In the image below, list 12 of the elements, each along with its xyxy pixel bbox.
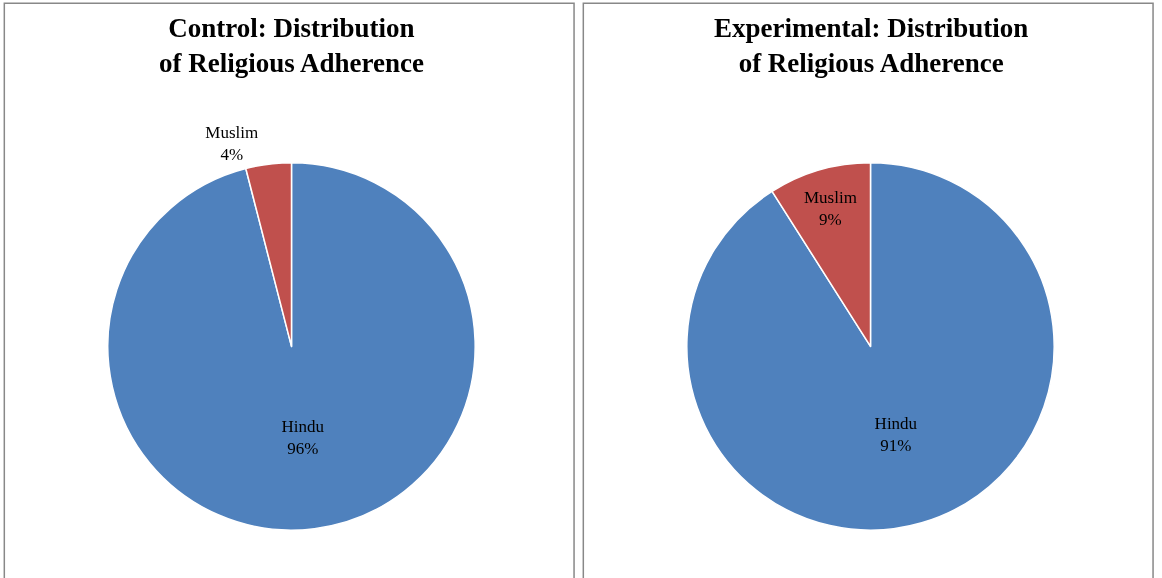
slice-label: Hindu (874, 414, 918, 434)
slice-label: Muslim (803, 187, 857, 207)
chart-title: Experimental: Distribution of Religious Adherence (714, 13, 1029, 79)
pie-slice (107, 161, 476, 531)
slice-label: Muslim (205, 123, 259, 143)
data-label: 9% (819, 210, 842, 230)
data-label: 91% (880, 436, 912, 456)
data-label: 96% (287, 439, 319, 459)
slice-label: Hindu (281, 416, 325, 436)
data-label: 4% (220, 145, 244, 165)
pie-slice (686, 161, 1055, 531)
chart-title: Control: Distribution of Religious Adherence (159, 13, 425, 79)
